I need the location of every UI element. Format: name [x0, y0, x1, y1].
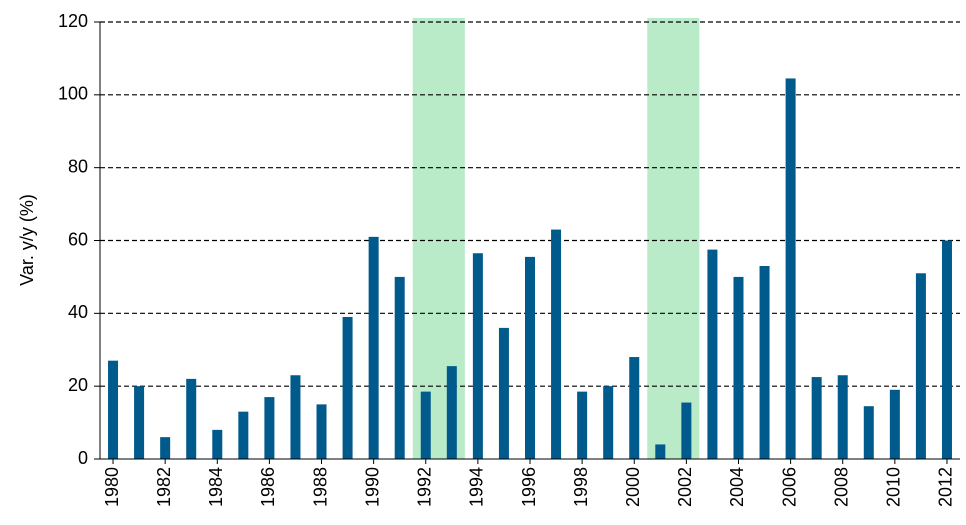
x-tick-label: 2012: [936, 467, 956, 507]
bar: [785, 78, 796, 459]
x-tick-label: 2004: [727, 467, 747, 507]
y-axis-label: Var. y/y (%): [17, 194, 37, 286]
bar: [134, 386, 145, 459]
x-tick-label: 1994: [467, 467, 487, 507]
y-tick-label: 0: [78, 448, 88, 468]
bar: [316, 404, 327, 459]
bar: [420, 391, 431, 459]
bar: [108, 360, 119, 459]
bar: [915, 273, 926, 459]
x-tick-label: 1984: [206, 467, 226, 507]
x-tick-label: 2002: [675, 467, 695, 507]
bar: [733, 276, 744, 459]
x-tick-label: 1982: [154, 467, 174, 507]
y-tick-label: 120: [58, 11, 88, 31]
bar: [264, 397, 275, 459]
bar: [681, 402, 692, 459]
x-tick-label: 1986: [258, 467, 278, 507]
x-tick-label: 1980: [102, 467, 122, 507]
x-tick-label: 1988: [310, 467, 330, 507]
x-tick-label: 2000: [623, 467, 643, 507]
y-tick-label: 80: [68, 156, 88, 176]
bar: [759, 265, 770, 459]
bar: [577, 391, 588, 459]
y-tick-label: 20: [68, 375, 88, 395]
bar: [498, 327, 509, 459]
x-tick-label: 1996: [519, 467, 539, 507]
bar: [238, 411, 249, 459]
shaded-span: [412, 18, 465, 459]
y-tick-label: 100: [58, 84, 88, 104]
bar: [472, 253, 483, 459]
bar: [603, 386, 614, 459]
x-tick-label: 2006: [779, 467, 799, 507]
x-tick-label: 1998: [571, 467, 591, 507]
shaded-span: [647, 18, 700, 459]
bar: [525, 256, 535, 459]
bar: [629, 357, 640, 459]
bar: [368, 236, 379, 459]
bar: [889, 389, 900, 459]
bar: [551, 229, 562, 459]
x-tick-label: 1990: [362, 467, 382, 507]
bar: [186, 378, 197, 459]
bar: [863, 406, 874, 459]
x-tick-label: 2010: [884, 467, 904, 507]
bar: [811, 377, 822, 459]
bar: [212, 429, 223, 459]
bar: [160, 437, 171, 459]
bar: [290, 375, 301, 459]
bar: [394, 276, 405, 459]
bar: [837, 375, 848, 459]
bar: [446, 366, 457, 459]
y-tick-label: 40: [68, 302, 88, 322]
y-tick-label: 60: [68, 229, 88, 249]
bar: [655, 444, 666, 459]
bar: [941, 240, 952, 459]
x-tick-label: 1992: [415, 467, 435, 507]
bar: [707, 249, 718, 459]
bar: [342, 316, 353, 459]
x-tick-label: 2008: [831, 467, 851, 507]
